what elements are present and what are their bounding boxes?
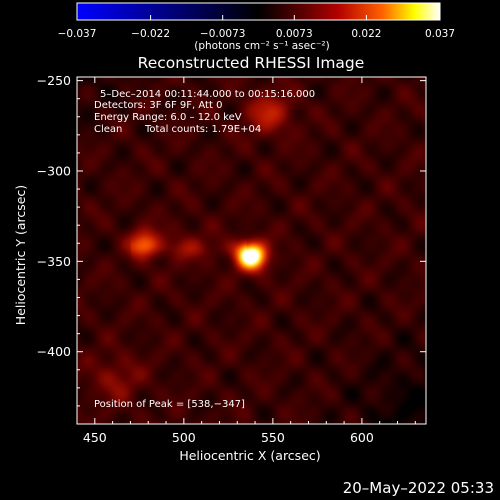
colorbar-tick-label: −0.0073 [200, 28, 246, 40]
colorbar [76, 2, 441, 21]
footer-timestamp: 20–May–2022 05:33 [342, 479, 494, 497]
annotation-energy-range: Energy Range: 6.0 – 12.0 keV [94, 112, 242, 123]
annotation-peak-position: Position of Peak = [538,−347] [94, 399, 245, 410]
annotation-time-range: 5–Dec–2014 00:11:44.000 to 00:15:16.000 [100, 89, 315, 100]
heatmap-image [77, 77, 426, 424]
annotation-detectors: Detectors: 3F 6F 9F, Att 0 [94, 100, 222, 111]
chart-title: Reconstructed RHESSI Image [138, 54, 365, 72]
y-tick-label: −400 [37, 344, 71, 359]
colorbar-tick-label: −0.037 [58, 28, 97, 40]
annotation-method: Clean [94, 124, 122, 135]
y-axis-label: Heliocentric Y (arcsec) [13, 185, 28, 325]
x-tick-label: 600 [350, 430, 374, 445]
colorbar-unit-label: (photons cm⁻² s⁻¹ asec⁻²) [194, 40, 329, 52]
y-tick-label: −250 [37, 73, 71, 88]
annotation-total-counts: Total counts: 1.79E+04 [144, 124, 261, 135]
y-tick-label: −300 [37, 163, 71, 178]
plot-frame [76, 76, 427, 425]
colorbar-ticks: −0.037 −0.022 −0.0073 0.0073 0.022 0.037 [58, 15, 455, 40]
x-tick-label: 550 [261, 430, 285, 445]
colorbar-tick-label: 0.037 [425, 28, 455, 40]
colorbar-tick-label: 0.022 [351, 28, 381, 40]
x-axis-label: Heliocentric X (arcsec) [179, 448, 320, 463]
colorbar-tick-label: −0.022 [131, 28, 170, 40]
x-tick-label: 450 [83, 430, 107, 445]
colorbar-tick-label: 0.0073 [276, 28, 313, 40]
x-tick-label: 500 [172, 430, 196, 445]
axis-ticks: 450 500 550 600 −250 −300 −350 −400 [37, 73, 426, 445]
y-tick-label: −350 [37, 254, 71, 269]
